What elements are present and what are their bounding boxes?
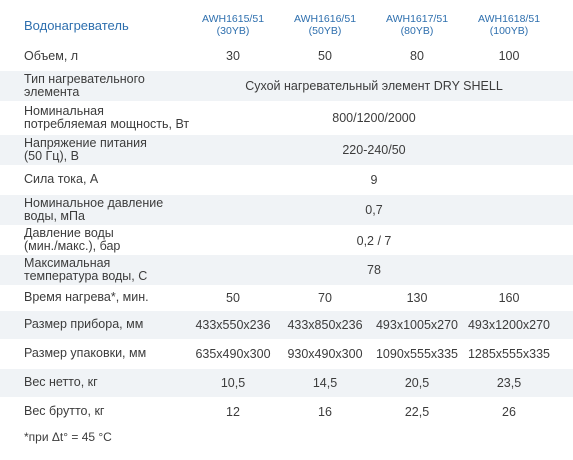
cell-value: 30: [226, 49, 240, 63]
cell-value: 16: [318, 405, 332, 419]
row-label: Вес нетто, кг: [24, 375, 98, 389]
row-heater-type: Тип нагревательного элемента Сухой нагре…: [0, 71, 573, 101]
row-label: Размер прибора, мм: [24, 317, 144, 331]
cell-value: 1090x555x335: [375, 347, 459, 361]
cell-value: 635x490x300: [195, 347, 271, 361]
label-line: Давление воды: [24, 226, 114, 240]
cell-value: 0,2 / 7: [356, 234, 392, 248]
model-volume: (80YB): [400, 25, 434, 37]
label-line: температура воды, С: [24, 269, 148, 283]
row-max-temp: Максимальная температура воды, С 78: [0, 255, 573, 285]
cell-value: 493x1200x270: [467, 318, 551, 332]
cell-value: 78: [367, 263, 381, 277]
row-label: Время нагрева*, мин.: [24, 290, 149, 304]
cell-value: 1285x555x335: [467, 347, 551, 361]
row-label: Сила тока, А: [24, 172, 99, 186]
model-code: AWH1618/51: [477, 13, 541, 25]
row-label: Максимальная температура воды, С: [24, 257, 147, 283]
model-code: AWH1615/51: [201, 13, 265, 25]
header-row: Водонагреватель AWH1615/51 (30YB) AWH161…: [0, 8, 573, 40]
row-voltage: Напряжение питания (50 Гц), В 220-240/50: [0, 135, 573, 165]
row-volume: Объем, л 30 50 80 100: [0, 42, 573, 70]
row-label: Тип нагревательного элемента: [24, 73, 145, 99]
label-line: Максимальная: [24, 256, 111, 270]
cell-value: 220-240/50: [342, 143, 406, 157]
row-label: Объем, л: [24, 49, 79, 63]
cell-value: 160: [498, 291, 520, 305]
row-device-size: Размер прибора, мм 433x550x236 433x850x2…: [0, 311, 573, 339]
label-line: (50 Гц), В: [24, 149, 79, 163]
cell-value: 80: [410, 49, 424, 63]
cell-value: 50: [226, 291, 240, 305]
model-volume: (30YB): [216, 25, 250, 37]
cell-value: 100: [498, 49, 520, 63]
model-header-4: AWH1618/51 (100YB): [463, 13, 555, 37]
model-header-3: AWH1617/51 (80YB): [371, 13, 463, 37]
row-current: Сила тока, А 9: [0, 166, 573, 194]
cell-value: 800/1200/2000: [332, 111, 416, 125]
model-header-2: AWH1616/51 (50YB): [279, 13, 371, 37]
cell-value: 930x490x300: [287, 347, 363, 361]
model-volume: (50YB): [308, 25, 342, 37]
label-line: Номинальное давление: [24, 196, 164, 210]
row-power: Номинальная потребляемая мощность, Вт 80…: [0, 102, 573, 134]
cell-value: 433x850x236: [287, 318, 363, 332]
label-line: Номинальная: [24, 104, 104, 118]
row-label: Размер упаковки, мм: [24, 346, 147, 360]
cell-value: 50: [318, 49, 332, 63]
row-label: Номинальная потребляемая мощность, Вт: [24, 105, 189, 131]
model-code: AWH1616/51: [293, 13, 357, 25]
cell-value: 10,5: [220, 376, 246, 390]
row-label: Номинальное давление воды, мПа: [24, 197, 163, 223]
cell-value: 70: [318, 291, 332, 305]
model-code: AWH1617/51: [385, 13, 449, 25]
footnote: *при Δt° = 45 °C: [24, 430, 112, 444]
model-header-1: AWH1615/51 (30YB): [187, 13, 279, 37]
cell-value: 26: [502, 405, 516, 419]
row-label: Давление воды (мин./макс.), бар: [24, 227, 120, 253]
cell-value: 9: [370, 173, 378, 187]
cell-value: 0,7: [365, 203, 383, 217]
row-gross-weight: Вес брутто, кг 12 16 22,5 26: [0, 398, 573, 426]
model-volume: (100YB): [489, 25, 529, 37]
row-label: Вес брутто, кг: [24, 404, 105, 418]
cell-value: 14,5: [312, 376, 338, 390]
row-package-size: Размер упаковки, мм 635x490x300 930x490x…: [0, 340, 573, 368]
row-label: Напряжение питания (50 Гц), В: [24, 137, 147, 163]
row-heat-time: Время нагрева*, мин. 50 70 130 160: [0, 286, 573, 310]
row-nominal-pressure: Номинальное давление воды, мПа 0,7: [0, 195, 573, 225]
label-line: воды, мПа: [24, 209, 85, 223]
label-line: (мин./макс.), бар: [24, 239, 121, 253]
cell-value: 493x1005x270: [375, 318, 459, 332]
cell-value: Сухой нагревательный элемент DRY SHELL: [245, 79, 503, 93]
label-line: Тип нагревательного: [24, 72, 145, 86]
label-line: элемента: [24, 85, 80, 99]
cell-value: 130: [406, 291, 428, 305]
row-net-weight: Вес нетто, кг 10,5 14,5 20,5 23,5: [0, 369, 573, 397]
table-title: Водонагреватель: [24, 18, 129, 33]
cell-value: 12: [226, 405, 240, 419]
cell-value: 433x550x236: [195, 318, 271, 332]
cell-value: 20,5: [404, 376, 430, 390]
cell-value: 23,5: [496, 376, 522, 390]
cell-value: 22,5: [404, 405, 430, 419]
label-line: потребляемая мощность, Вт: [24, 117, 190, 131]
label-line: Напряжение питания: [24, 136, 147, 150]
row-water-pressure: Давление воды (мин./макс.), бар 0,2 / 7: [0, 226, 573, 254]
